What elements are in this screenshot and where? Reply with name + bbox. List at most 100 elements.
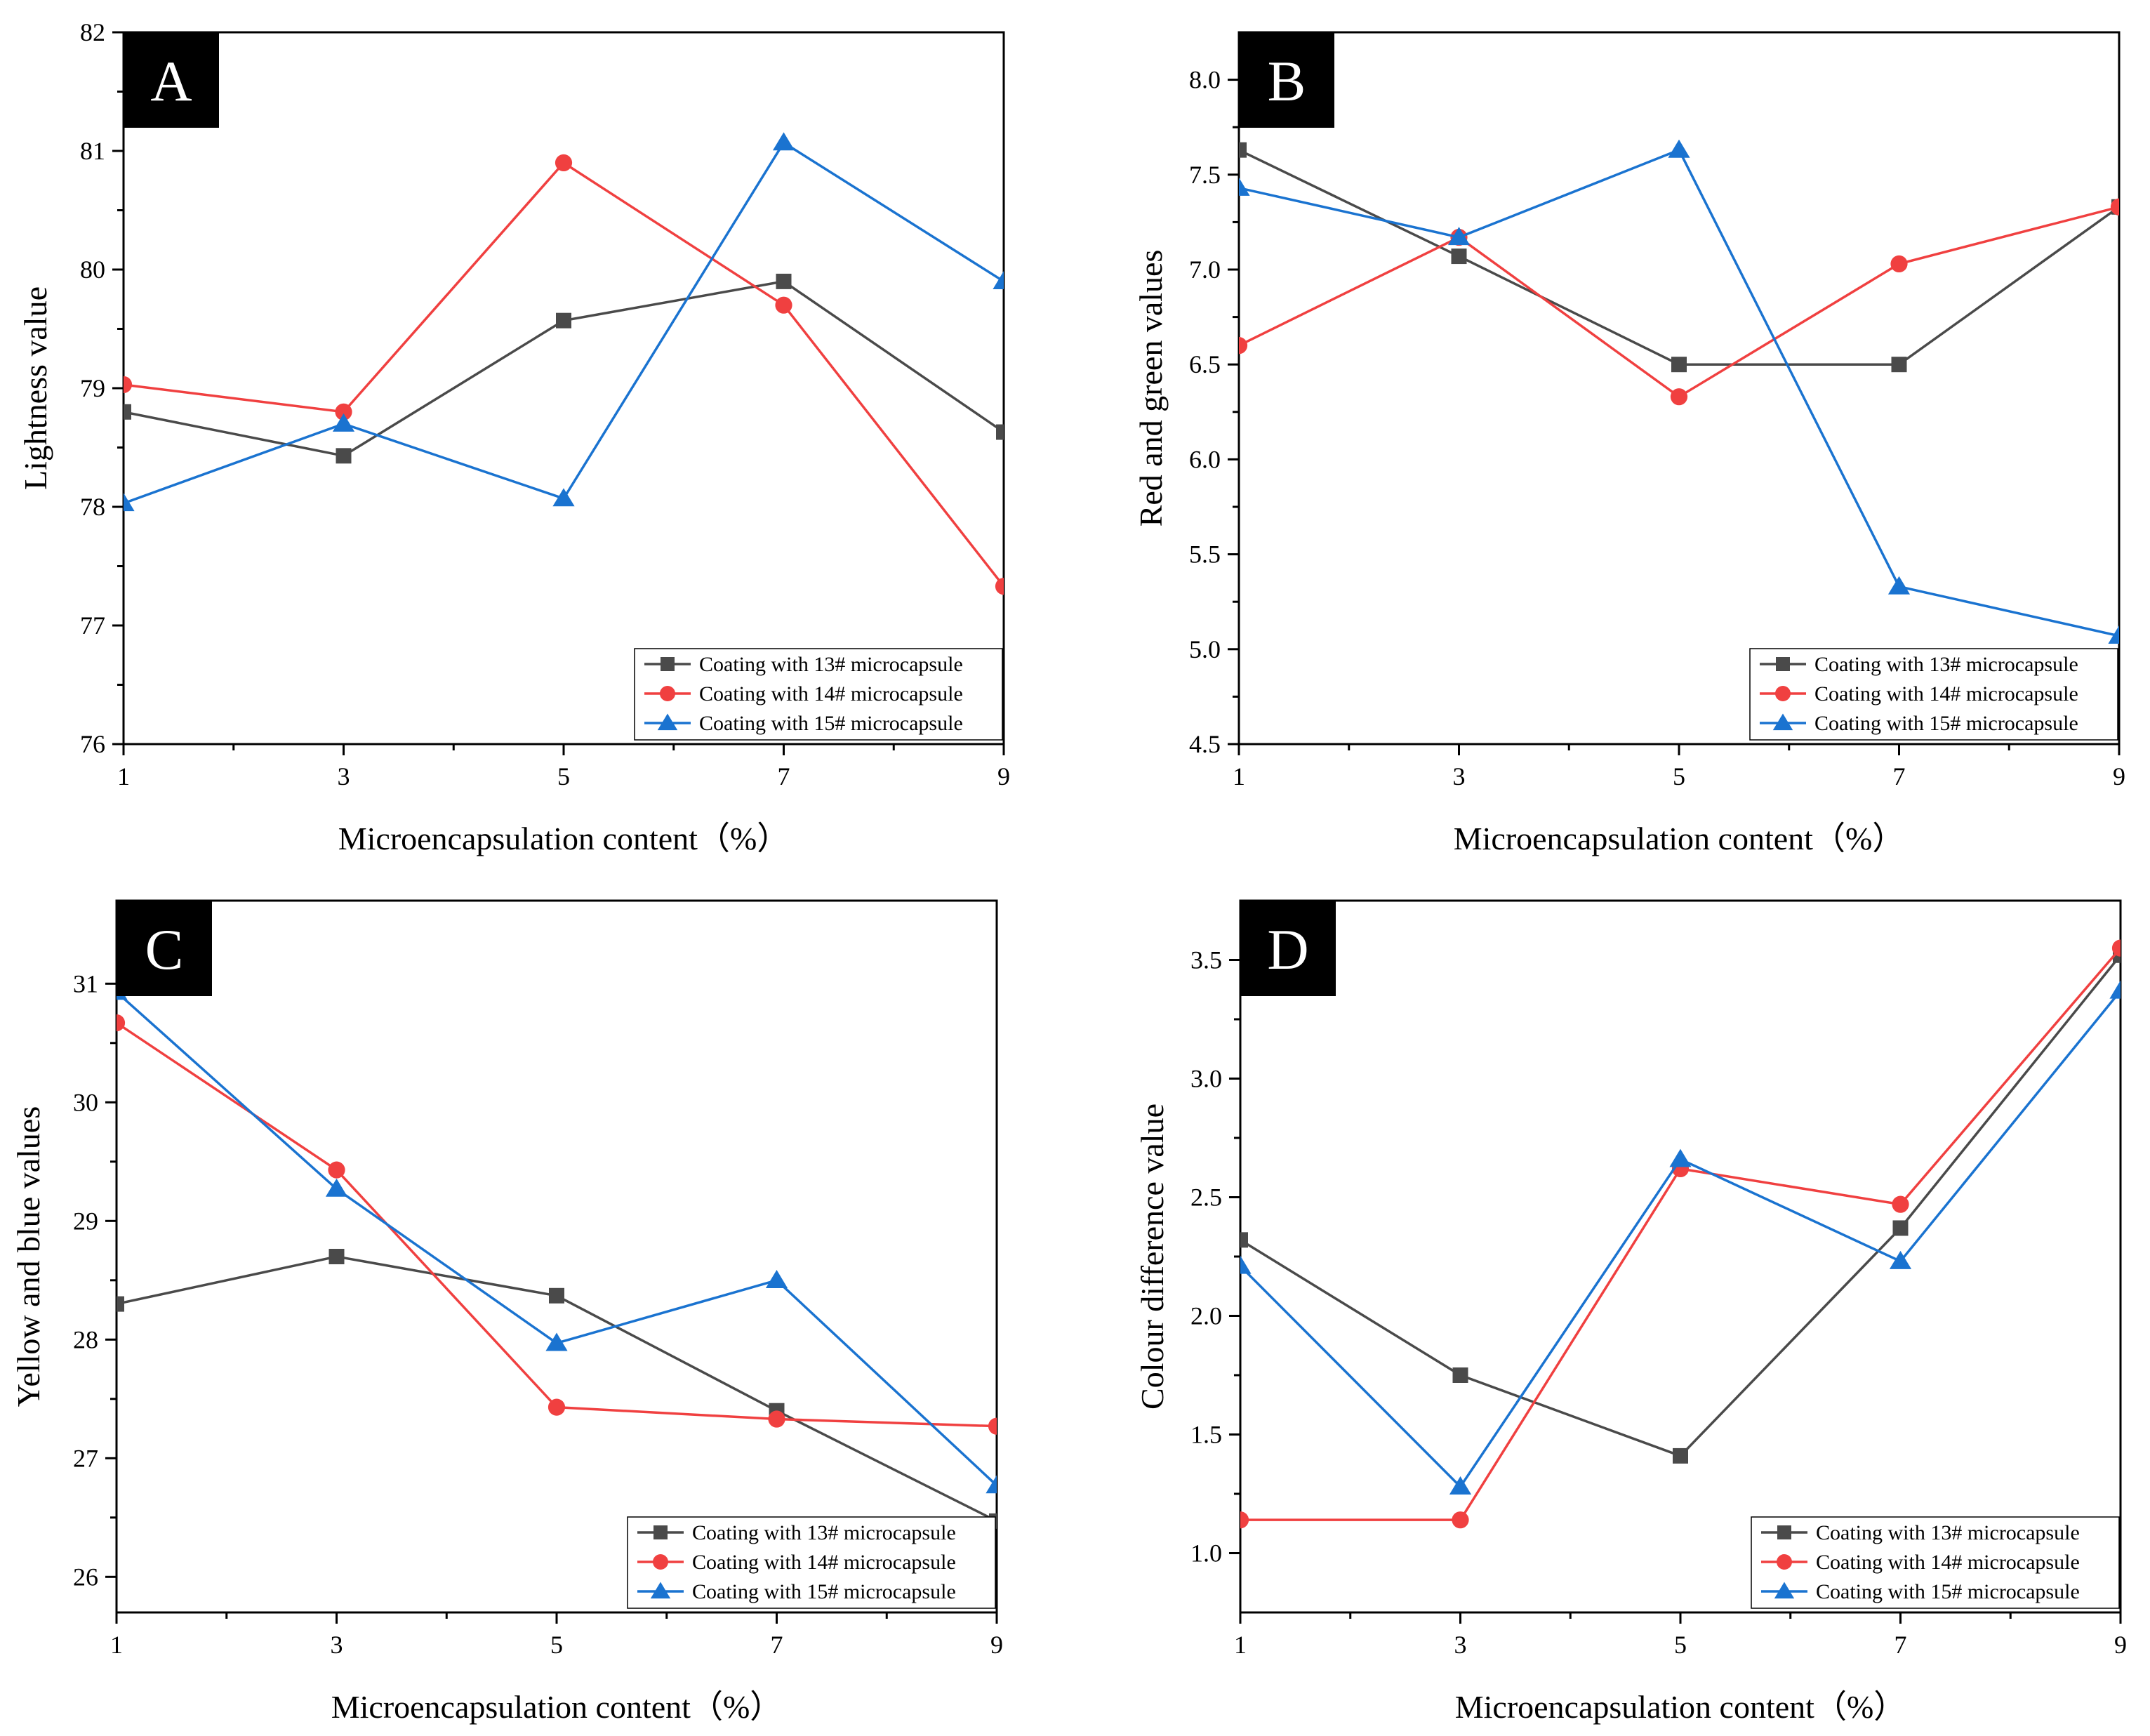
x-tick-label: 7 — [1893, 762, 1906, 790]
y-tick-label: 79 — [80, 374, 105, 402]
panel-letter-badge — [1240, 901, 1336, 996]
legend: Coating with 13# microcapsule Coating wit… — [634, 648, 1003, 741]
y-tick-label: 7.5 — [1189, 161, 1221, 189]
data-point-13 — [124, 404, 131, 420]
legend-marker — [1777, 1525, 1791, 1539]
legend-marker — [660, 686, 675, 701]
series-line-14 — [117, 1021, 997, 1428]
series-line-13 — [1240, 954, 2121, 1457]
y-tick-label: 3.0 — [1190, 1065, 1222, 1093]
data-point-14 — [548, 1398, 566, 1416]
x-tick-label: 1 — [117, 762, 130, 790]
data-point-15 — [1449, 1476, 1472, 1495]
x-tick-label: 1 — [110, 1631, 123, 1659]
y-axis-title: Yellow and blue values — [11, 1106, 46, 1407]
panel-letter-badge — [1239, 32, 1334, 128]
y-tick-label: 77 — [80, 611, 105, 640]
x-tick-label: 3 — [1454, 1631, 1467, 1659]
data-point-13 — [996, 424, 1004, 440]
data-point-13 — [1891, 357, 1907, 373]
data-point-14 — [555, 154, 573, 171]
legend-entry: Coating with 13# microcapsule — [1816, 1521, 2080, 1544]
series-line-15 — [1240, 990, 2121, 1489]
legend-box — [1751, 1516, 2120, 1609]
x-tick-label: 5 — [550, 1631, 563, 1659]
legend-marker — [653, 1554, 668, 1570]
data-point-13 — [1892, 1220, 1909, 1236]
legend: Coating with 13# microcapsule Coating wit… — [1749, 648, 2118, 741]
data-point-15 — [2109, 980, 2121, 999]
data-point-14 — [1240, 1511, 1249, 1529]
plot-frame — [122, 31, 1005, 746]
plot-frame — [1239, 899, 2122, 1614]
data-point-15 — [1240, 1255, 1252, 1274]
data-point-13 — [1451, 249, 1467, 265]
y-tick-label: 29 — [73, 1207, 98, 1235]
data-point-13 — [556, 312, 571, 329]
data-point-15 — [1887, 576, 1911, 595]
data-point-13 — [1673, 1447, 1688, 1464]
y-tick-label: 5.0 — [1189, 635, 1221, 663]
x-tick-label: 9 — [2113, 762, 2125, 790]
x-tick-label: 9 — [990, 1631, 1003, 1659]
x-axis-title: Microencapsulation content（%） — [331, 1689, 783, 1725]
data-point-13 — [1239, 142, 1247, 158]
y-tick-label: 2.0 — [1190, 1302, 1222, 1330]
legend-entry: Coating with 14# microcapsule — [1816, 1551, 2080, 1574]
x-tick-label: 7 — [1894, 1631, 1907, 1659]
legend-marker — [1777, 1554, 1792, 1570]
y-tick-label: 8.0 — [1189, 66, 1221, 94]
legend-marker — [1774, 1582, 1795, 1599]
y-tick-label: 80 — [80, 256, 105, 284]
x-tick-label: 9 — [2114, 1631, 2127, 1659]
legend-entry: Coating with 15# microcapsule — [1814, 712, 2078, 735]
y-tick-label: 27 — [73, 1444, 98, 1472]
data-point-15 — [332, 413, 355, 432]
x-tick-label: 5 — [1674, 1631, 1687, 1659]
data-point-13 — [776, 273, 792, 289]
y-tick-label: 3.5 — [1190, 946, 1222, 974]
series-line-13 — [1239, 149, 2119, 366]
data-point-15 — [1889, 1250, 1912, 1269]
legend-entry: Coating with 14# microcapsule — [699, 682, 963, 705]
y-tick-label: 6.5 — [1189, 350, 1221, 378]
legend: Coating with 13# microcapsule Coating wit… — [627, 1516, 996, 1609]
data-point-14 — [2110, 198, 2119, 216]
data-point-15 — [1669, 1148, 1692, 1167]
y-tick-label: 4.5 — [1189, 730, 1221, 758]
y-tick-label: 1.0 — [1190, 1539, 1222, 1568]
data-point-14 — [988, 1417, 997, 1435]
legend-marker — [1772, 713, 1793, 731]
legend-entry: Coating with 15# microcapsule — [692, 1580, 956, 1603]
x-tick-label: 5 — [1673, 762, 1685, 790]
legend-entry: Coating with 13# microcapsule — [1814, 653, 2078, 676]
x-axis-title: Microencapsulation content（%） — [1454, 821, 1905, 856]
data-point-13 — [1452, 1367, 1468, 1383]
y-tick-label: 26 — [73, 1563, 98, 1591]
y-tick-label: 81 — [80, 137, 105, 165]
x-tick-label: 5 — [557, 762, 570, 790]
legend-entry: Coating with 14# microcapsule — [692, 1551, 956, 1574]
data-point-13 — [117, 1296, 124, 1312]
y-tick-label: 5.5 — [1189, 541, 1221, 569]
panel-letter: C — [145, 917, 184, 981]
y-tick-label: 78 — [80, 493, 105, 521]
y-tick-label: 2.5 — [1190, 1184, 1222, 1212]
data-point-15 — [1447, 227, 1471, 246]
x-axis-title: Microencapsulation content（%） — [338, 821, 790, 856]
data-point-14 — [995, 578, 1004, 595]
data-point-15 — [986, 1475, 997, 1494]
y-tick-label: 7.0 — [1189, 256, 1221, 284]
data-point-14 — [1452, 1511, 1469, 1529]
x-axis-title: Microencapsulation content（%） — [1455, 1689, 1906, 1725]
data-point-14 — [1239, 337, 1248, 355]
data-point-13 — [549, 1287, 564, 1304]
legend-marker — [650, 1582, 671, 1599]
y-tick-label: 82 — [80, 18, 105, 46]
data-point-14 — [1890, 255, 1908, 272]
series-line-14 — [1240, 947, 2121, 1521]
data-point-14 — [335, 403, 352, 420]
legend-box — [634, 648, 1003, 741]
